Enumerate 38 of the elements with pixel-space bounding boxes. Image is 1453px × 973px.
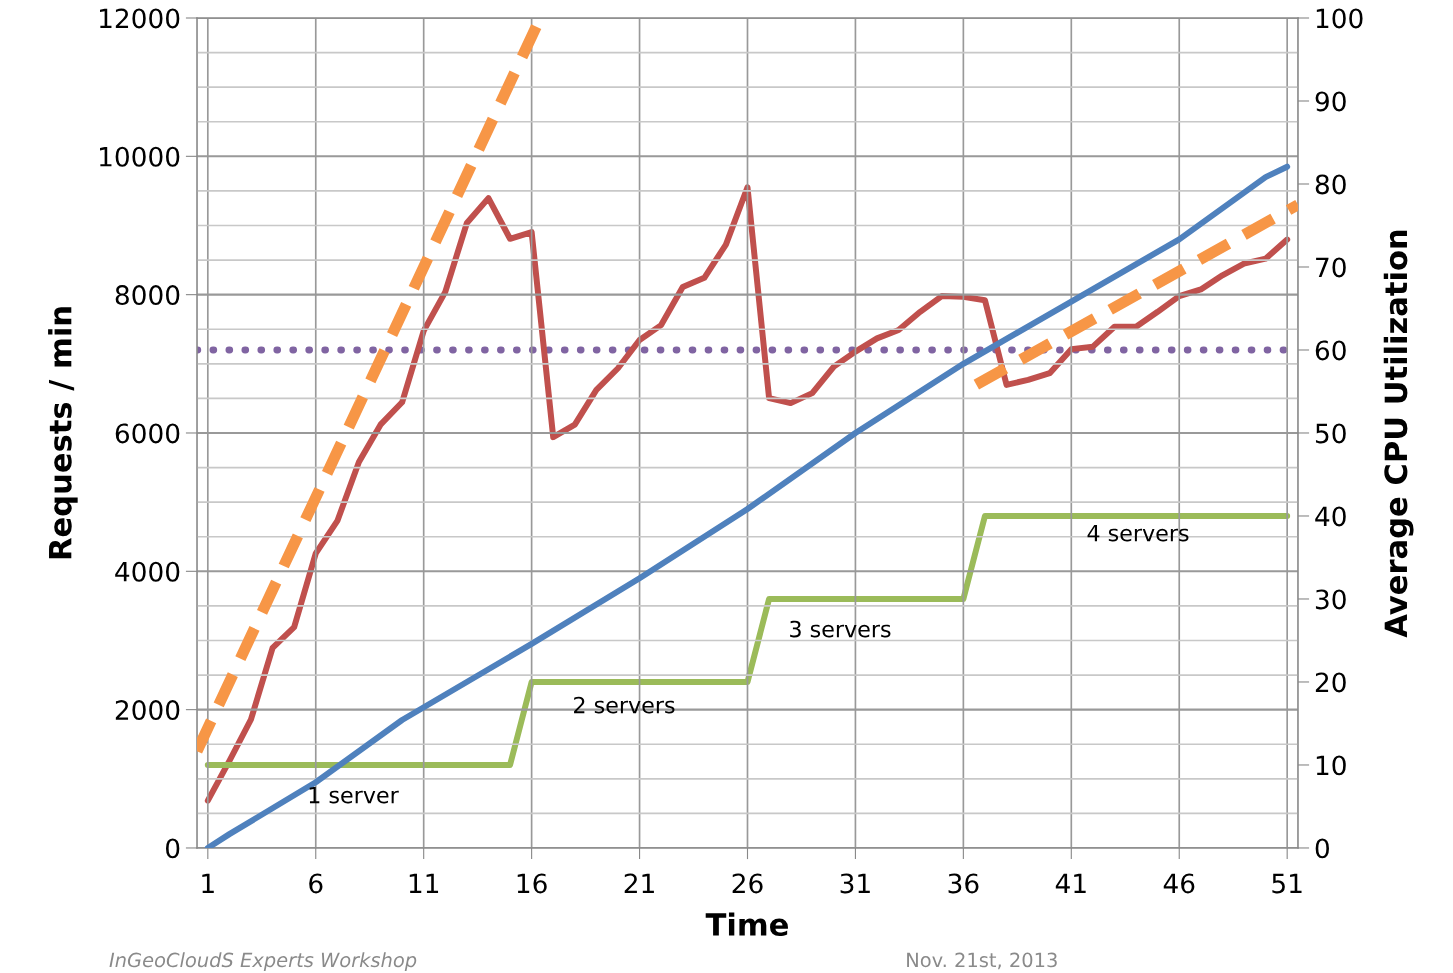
x-axis-title: Time [705, 912, 788, 937]
x-tick-label: 36 [948, 873, 979, 894]
y2-tick-label: 30 [1315, 589, 1346, 610]
y-tick-label: 2000 [115, 700, 180, 721]
y2-tick-label: 60 [1315, 340, 1346, 361]
y-tick-label: 6000 [115, 423, 180, 444]
y2-tick-label: 50 [1315, 423, 1346, 444]
x-tick-label: 46 [1163, 873, 1195, 894]
y-axis-title: Requests / min [48, 307, 78, 559]
x-tick-label: 21 [624, 873, 654, 894]
y2-axis-title: Average CPU Utilization [1383, 230, 1414, 638]
y2-tick-label: 100 [1316, 8, 1363, 29]
annotation: 2 servers [574, 696, 675, 714]
x-tick-label: 16 [517, 873, 547, 894]
y-tick-label: 8000 [115, 285, 180, 306]
y2-tick-label: 90 [1315, 91, 1346, 112]
x-tick-label: 41 [1055, 873, 1086, 894]
y2-tick-label: 70 [1316, 257, 1346, 278]
annotation: 3 servers [790, 620, 891, 638]
annotation: 1 server [309, 786, 399, 804]
x-tick-label: 1 [202, 873, 214, 894]
y2-tick-label: 0 [1315, 838, 1329, 859]
y2-tick-label: 80 [1315, 174, 1346, 195]
x-tick-label: 31 [840, 873, 870, 894]
y2-tick-label: 10 [1316, 755, 1346, 776]
y2-tick-label: 40 [1315, 506, 1346, 527]
y-tick-label: 12000 [100, 8, 180, 29]
x-tick-label: 26 [732, 873, 763, 894]
text: InGeoCloudS Experts Workshop [109, 952, 417, 972]
y-tick-label: 0 [166, 838, 180, 859]
y-tick-label: 10000 [100, 146, 180, 167]
text: Nov. 21st, 2013 [907, 952, 1057, 970]
annotation: 4 servers [1087, 524, 1189, 542]
y-tick-label: 4000 [115, 561, 180, 582]
x-tick-label: 6 [309, 873, 323, 894]
y2-tick-label: 20 [1315, 672, 1346, 693]
x-tick-label: 11 [409, 873, 439, 894]
x-tick-label: 51 [1272, 873, 1302, 894]
